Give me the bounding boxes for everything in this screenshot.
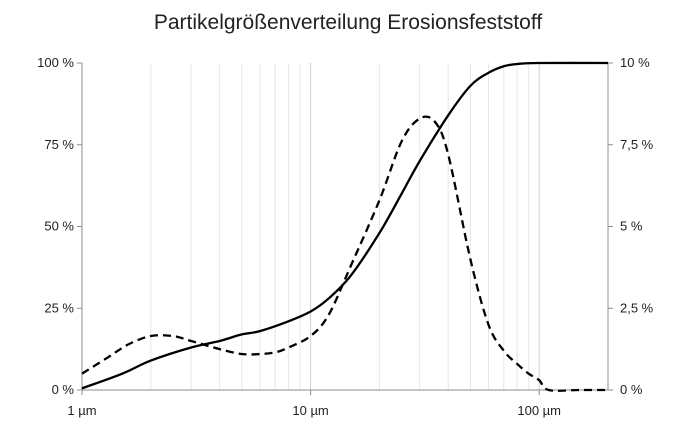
x-tick-label: 10 µm xyxy=(292,403,328,418)
frequency-curve xyxy=(81,115,608,392)
y-left-tick-label: 75 % xyxy=(44,137,74,152)
y-left-tick-label: 100 % xyxy=(37,55,74,70)
y-right-tick-label: 2,5 % xyxy=(620,300,654,315)
axes xyxy=(77,62,613,395)
series-group xyxy=(81,61,609,392)
chart-title: Partikelgrößenverteilung Erosionsfeststo… xyxy=(154,11,542,34)
y-right-tick-label: 5 % xyxy=(620,219,643,234)
y-left-tick-label: 0 % xyxy=(52,382,75,397)
y-right-tick-label: 7,5 % xyxy=(620,137,654,152)
y-left-tick-label: 50 % xyxy=(44,219,74,234)
x-tick-label: 1 µm xyxy=(67,403,96,418)
tick-labels: 0 % 25 % 50 % 75 % 100 % 0 % 2,5 % 5 % 7,5 % 10 %… xyxy=(37,55,654,418)
y-right-tick-label: 10 % xyxy=(620,55,650,70)
y-right-tick-label: 0 % xyxy=(620,382,643,397)
x-tick-label: 100 µm xyxy=(517,403,561,418)
grid xyxy=(81,63,609,390)
y-left-tick-label: 25 % xyxy=(44,300,74,315)
